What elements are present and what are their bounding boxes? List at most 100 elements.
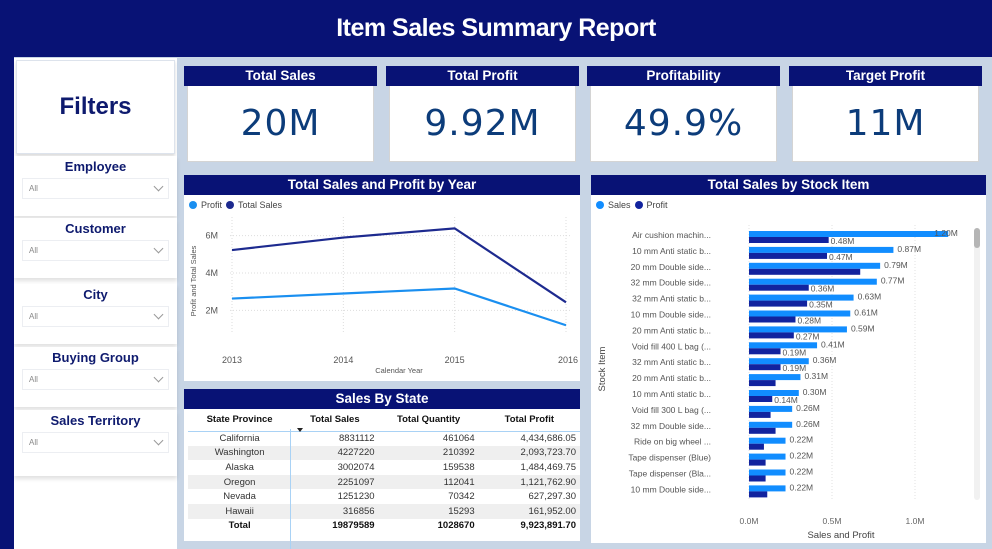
bar-profit (749, 443, 764, 450)
category-label: 20 mm Anti static b... (632, 325, 711, 335)
bar-sales (749, 469, 786, 476)
column-header-total-sales[interactable]: Total Sales (291, 409, 379, 432)
kpi-card-total-profit: Total Profit 9.92M (386, 66, 579, 162)
slicer-label: Customer (65, 221, 126, 236)
scrollbar-thumb[interactable] (974, 228, 980, 248)
bar-chart-legend: Sales Profit (591, 195, 986, 210)
table-cell: Oregon (188, 474, 292, 490)
report-title: Item Sales Summary Report (336, 14, 656, 42)
table-cell: 4227220 (291, 445, 379, 461)
line-chart-panel: Total Sales and Profit by Year Profit To… (184, 175, 580, 381)
kpi-title: Profitability (587, 66, 780, 86)
table-row[interactable]: Nevada 1251230 70342 627,297.30 (188, 489, 580, 504)
category-label: 10 mm Anti static b... (632, 246, 711, 256)
bar-sales (749, 374, 801, 381)
x-tick-label: 2013 (222, 355, 242, 365)
table-cell: Hawaii (188, 503, 292, 519)
kpi-card-total-sales: Total Sales 20M (184, 66, 377, 162)
chevron-down-icon (153, 372, 164, 383)
filters-sidebar: Filters Employee All Customer All City A… (14, 58, 177, 549)
panel-title: Total Sales and Profit by Year (184, 175, 580, 195)
data-label-sales: 0.31M (804, 371, 828, 381)
y-axis-title: Profit and Total Sales (189, 245, 198, 316)
bar-sales (749, 485, 786, 492)
kpi-value: 9.92M (424, 103, 541, 144)
kpi-value: 20M (240, 103, 321, 144)
legend-dot-profit (634, 201, 643, 209)
data-label-profit: 0.14M (774, 395, 798, 405)
bar-profit (749, 348, 781, 355)
y-tick-label: 4M (205, 268, 218, 278)
employee-dropdown[interactable]: All (22, 178, 169, 199)
legend-label-profit: Profit (646, 200, 668, 210)
bar-sales (749, 262, 881, 269)
category-label: Tape dispenser (Bla... (629, 469, 711, 479)
sales-territory-dropdown[interactable]: All (22, 432, 169, 453)
table-cell: 112041 (378, 474, 479, 490)
data-label-sales: 0.26M (796, 419, 820, 429)
slicer-city: City All (14, 284, 177, 344)
column-header-total-profit[interactable]: Total Profit (478, 409, 580, 432)
filters-title: Filters (59, 93, 132, 120)
data-label-sales: 0.22M (790, 467, 814, 477)
bar-sales (749, 342, 818, 349)
chevron-down-icon (153, 181, 164, 192)
data-label-sales: 0.87M (897, 244, 921, 254)
bar-chart-scrollbar[interactable] (974, 228, 980, 500)
buying-group-dropdown[interactable]: All (22, 369, 169, 390)
table-row[interactable]: Washington 4227220 210392 2,093,723.70 (188, 445, 580, 461)
stock-item-bar-panel: Total Sales by Stock Item Sales Profit 0… (591, 175, 986, 543)
table-row[interactable]: Alaska 3002074 159538 1,484,469.75 (188, 460, 580, 475)
data-label-sales: 0.22M (790, 435, 814, 445)
table-cell: 2251097 (291, 474, 379, 490)
kpi-title: Target Profit (789, 66, 982, 86)
kpi-body: 11M (792, 86, 979, 162)
table-cell: 210392 (378, 445, 479, 461)
kpi-title: Total Profit (386, 66, 579, 86)
dropdown-value: All (29, 438, 38, 447)
column-header-state[interactable]: State Province (188, 409, 292, 432)
x-axis-title: Calendar Year (375, 366, 423, 375)
line-chart-legend: Profit Total Sales (184, 195, 580, 210)
customer-dropdown[interactable]: All (22, 240, 169, 261)
table-cell: 1,484,469.75 (520, 461, 576, 473)
bar-sales (749, 437, 786, 444)
bar-profit (749, 332, 794, 339)
table-row[interactable]: California 8831112 461064 4,434,686.05 (188, 431, 580, 446)
data-label-sales: 0.63M (858, 292, 882, 302)
data-label-profit: 0.19M (783, 347, 807, 357)
bar-profit (749, 459, 766, 466)
category-label: Void fill 300 L bag (... (632, 405, 711, 415)
bar-profit (749, 396, 773, 402)
bar-chart: 0.0M 0.5M 1.0M Sales and Profit Stock Item Ai… (597, 225, 958, 541)
table-row[interactable]: Oregon 2251097 112041 1,121,762.90 (188, 474, 580, 490)
x-tick-label: 2016 (558, 355, 578, 365)
bar-profit (749, 427, 776, 434)
table-total-row[interactable]: Total 19879589 1028670 9,923,891.70 (188, 519, 580, 534)
data-label-sales: 0.36M (813, 355, 837, 365)
bar-sales (749, 231, 949, 237)
slicer-label: Sales Territory (50, 413, 141, 428)
table-cell: 161,952.00 (478, 503, 580, 519)
data-label-profit: 0.19M (783, 363, 807, 373)
x-tick-label: 2014 (333, 355, 353, 365)
table-cell: Alaska (225, 461, 254, 473)
bar-profit (749, 380, 776, 387)
data-label-sales: 0.30M (803, 387, 827, 397)
slicer-label: Employee (64, 159, 127, 174)
table-cell: 627,297.30 (528, 491, 576, 503)
table-row[interactable]: Hawaii 316856 15293 161,952.00 (188, 503, 580, 519)
left-accent-strip (0, 57, 14, 549)
data-label-sales: 0.26M (796, 403, 820, 413)
table-cell: 1251230 (337, 491, 375, 503)
city-dropdown[interactable]: All (22, 306, 169, 327)
column-header-total-quantity[interactable]: Total Quantity (378, 409, 479, 432)
bar-sales (749, 421, 793, 428)
dropdown-value: All (29, 246, 38, 255)
bar-sales (749, 310, 851, 317)
bar-sales (749, 358, 809, 365)
sort-descending-icon (297, 427, 304, 432)
slicer-employee: Employee All (14, 156, 177, 216)
chevron-down-icon (153, 435, 164, 446)
sales-by-state-panel: Sales By State State Province Total Sale… (184, 389, 580, 549)
